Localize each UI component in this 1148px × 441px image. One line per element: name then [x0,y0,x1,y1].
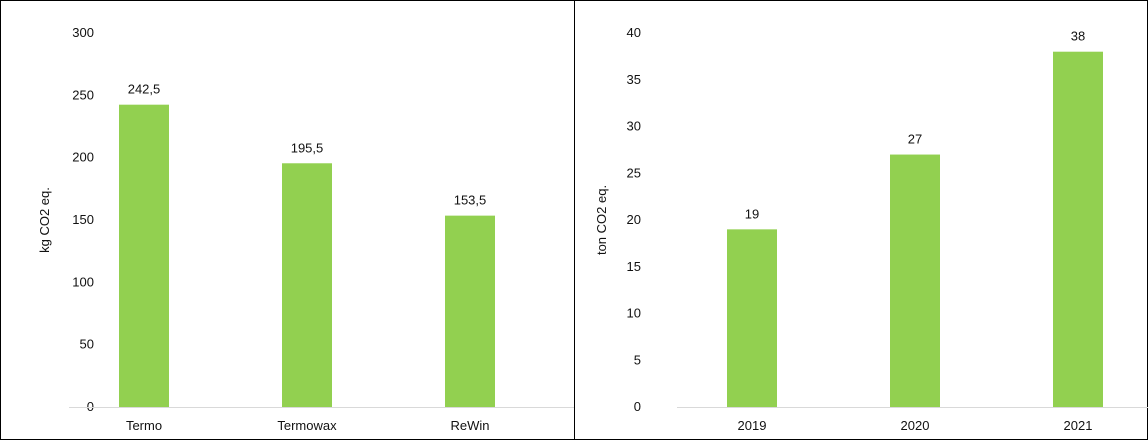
chart-panel-left: 0 50 100 150 200 250 300 kg CO2 eq. 242,5 Termo 19… [0,0,576,440]
chart-right-data-label: 19 [745,206,759,221]
chart-right-category-label: 2019 [738,418,767,433]
chart-left-svg: 0 50 100 150 200 250 300 kg CO2 eq. 242,5 Termo 19… [37,25,576,433]
chart-right-ytick-label: 30 [627,119,641,134]
chart-left-category-label: Termowax [277,418,337,433]
chart-left-ytick-label: 200 [72,150,94,165]
chart-right-data-label: 27 [908,132,922,147]
chart-left-ytick-label: 0 [87,399,94,414]
chart-right-data-label: 38 [1071,29,1085,44]
chart-left-bar [119,104,169,407]
chart-right-ytick-label: 25 [627,165,641,180]
chart-right-category-label: 2020 [901,418,930,433]
chart-right-category-label: 2021 [1064,418,1093,433]
chart-left-ytick-label: 250 [72,87,94,102]
chart-right-ytick-label: 40 [627,25,641,40]
chart-left-data-label: 242,5 [128,82,161,97]
chart-right-ytick-label: 20 [627,212,641,227]
chart-right-svg: 0 5 10 15 20 25 30 35 40 ton CO2 eq. 19 2019 27 2020 3… [594,25,1148,433]
chart-left-ytick-label: 50 [80,337,94,352]
chart-left-y-axis-label: kg CO2 eq. [37,187,52,253]
chart-left-bar [445,215,495,407]
chart-right-ytick-label: 35 [627,72,641,87]
chart-left-data-label: 195,5 [291,140,324,155]
chart-panel-right: 0 5 10 15 20 25 30 35 40 ton CO2 eq. 19 2019 27 2020 3… [574,0,1148,440]
chart-right-y-axis-label: ton CO2 eq. [594,185,609,255]
chart-left-category-label: Termo [126,418,162,433]
chart-left-bar [282,163,332,407]
chart-right-ytick-label: 15 [627,259,641,274]
chart-left-ytick-label: 300 [72,25,94,40]
chart-left-ytick-label: 150 [72,212,94,227]
chart-left-ytick-label: 100 [72,274,94,289]
chart-right-ytick-label: 0 [634,399,641,414]
chart-right-bar [1053,51,1103,407]
chart-right-bar [890,154,940,407]
chart-left-category-label: ReWin [450,418,489,433]
chart-right-ytick-label: 10 [627,306,641,321]
chart-right-ytick-label: 5 [634,352,641,367]
chart-right-bar [727,229,777,407]
chart-left-data-label: 153,5 [454,193,487,208]
